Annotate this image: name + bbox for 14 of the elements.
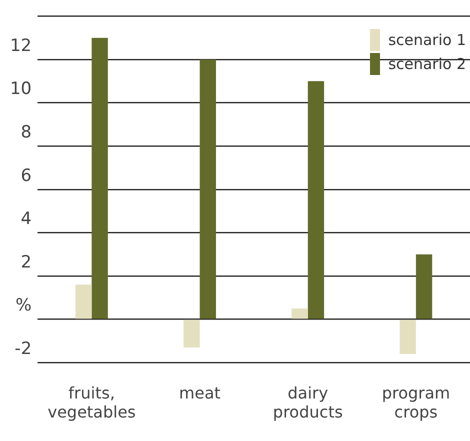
y-tick-label: -2 xyxy=(14,339,32,360)
y-tick-label: 8 xyxy=(20,122,32,143)
x-tick-label: fruits, vegetables xyxy=(48,383,136,422)
legend-label: scenario 1 xyxy=(388,31,466,49)
x-tick-label: meat xyxy=(179,383,221,402)
y-tick-label: 10 xyxy=(10,79,32,100)
legend-label: scenario 2 xyxy=(388,55,466,73)
y-tick-label: 12 xyxy=(10,36,32,56)
x-tick-label: program crops xyxy=(382,383,450,422)
y-tick-label: 4 xyxy=(20,209,32,230)
y-tick-label: 6 xyxy=(20,166,32,186)
x-tick-label: dairy products xyxy=(272,383,343,422)
y-tick-label: 2 xyxy=(20,252,32,272)
y-tick-label: % xyxy=(15,296,32,316)
